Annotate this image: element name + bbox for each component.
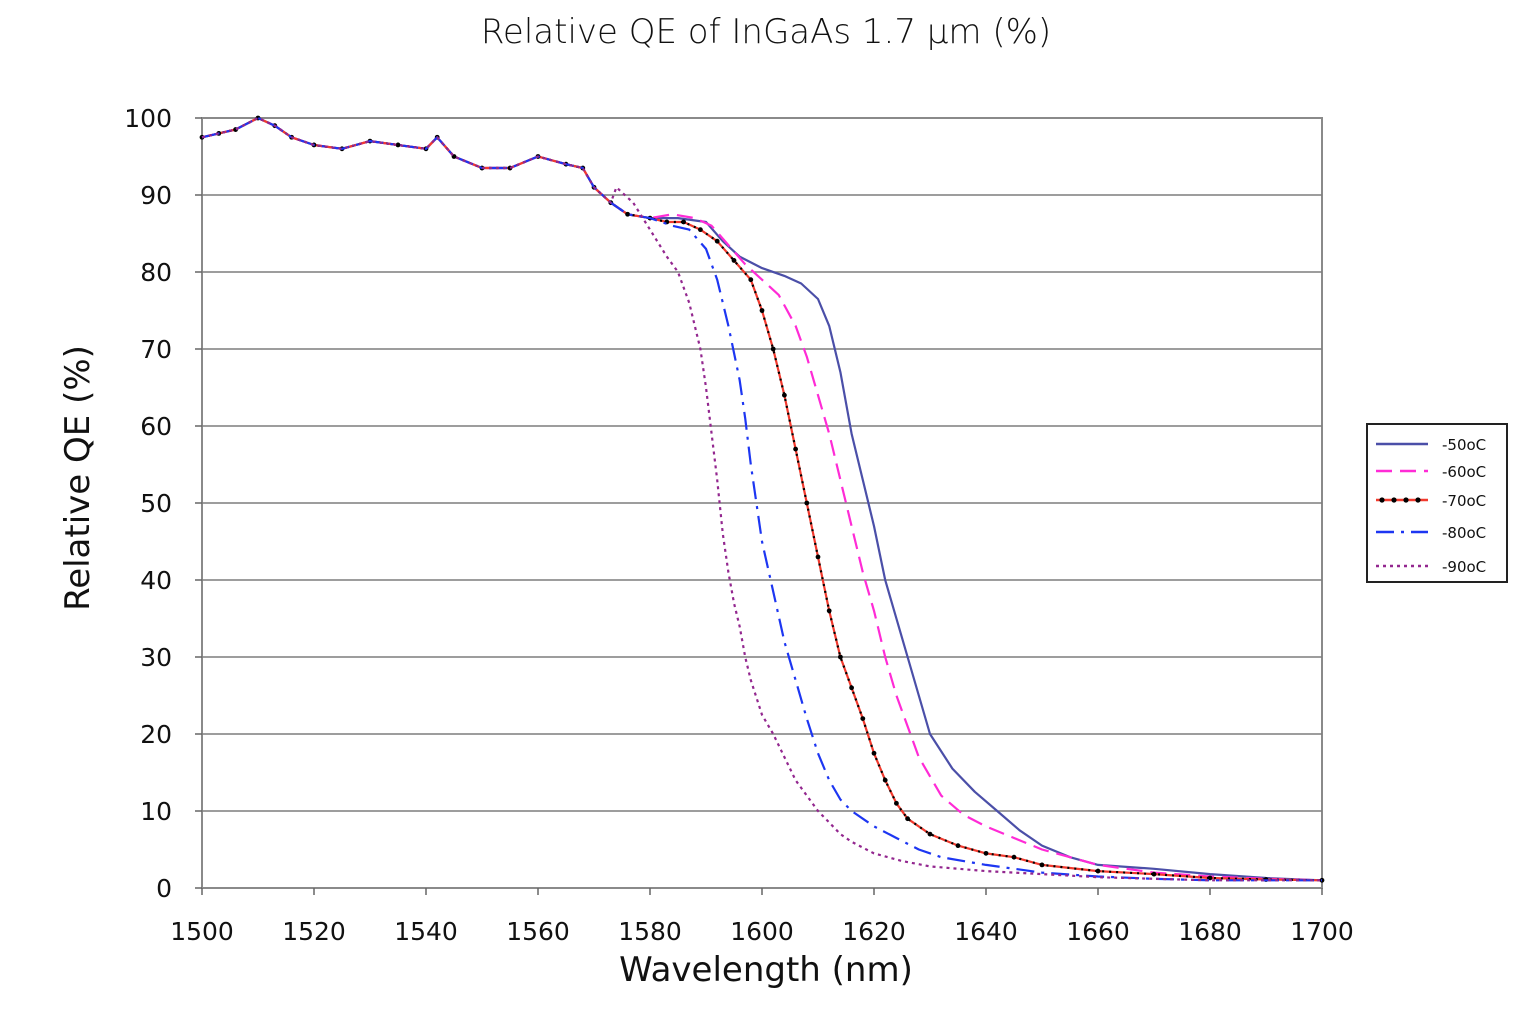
y-tick-label-100: 100	[124, 104, 172, 133]
x-tick-label-1500: 1500	[170, 917, 234, 946]
y-tick-label-40: 40	[140, 566, 172, 595]
chart-title: Relative QE of InGaAs 1.7 µm (%)	[480, 12, 1052, 52]
series-line-80oc	[201, 116, 1322, 882]
series-point-70oc	[1011, 854, 1017, 860]
y-tick-label-80: 80	[140, 258, 172, 287]
series-point-70oc	[815, 554, 821, 560]
series-point-70oc	[395, 142, 401, 148]
series-point-70oc	[1151, 871, 1157, 877]
series-point-70oc	[782, 392, 787, 398]
x-tick-label-1520: 1520	[282, 917, 346, 946]
legend-swatch-60oc	[1376, 469, 1428, 473]
legend-label-60oc: -60oC	[1442, 463, 1487, 481]
legend: -50oC -60oC -70oC -80oC -90oC	[1366, 423, 1508, 583]
legend-item-80oc: -80oC	[1368, 521, 1508, 543]
series-point-70oc	[625, 211, 630, 217]
series-point-70oc	[882, 777, 888, 783]
series-point-70oc	[927, 831, 933, 837]
x-tick-label-1600: 1600	[730, 917, 794, 946]
x-tick-label-1700: 1700	[1290, 917, 1354, 946]
series-point-70oc	[759, 308, 765, 313]
series-line-60oc	[201, 116, 1323, 882]
series-point-70oc	[714, 238, 720, 244]
legend-label-50oc: -50oC	[1442, 436, 1487, 454]
y-tick-label-50: 50	[140, 489, 172, 518]
x-tick-label-1640: 1640	[954, 917, 1018, 946]
legend-swatch-90oc	[1376, 564, 1428, 568]
legend-item-60oc: -60oC	[1368, 460, 1508, 482]
series-point-70oc	[838, 654, 843, 660]
x-tick-label-1680: 1680	[1178, 917, 1242, 946]
legend-label-80oc: -80oC	[1442, 524, 1487, 542]
legend-item-70oc: -70oC	[1368, 489, 1508, 511]
series-point-70oc	[770, 346, 776, 352]
y-tick-label-90: 90	[140, 181, 172, 210]
series-point-70oc	[871, 750, 877, 756]
y-tick-label-0: 0	[156, 874, 172, 903]
x-tick-label-1660: 1660	[1066, 917, 1130, 946]
y-tick-label-20: 20	[140, 720, 172, 749]
y-tick-label-30: 30	[140, 643, 172, 672]
series-point-70oc	[748, 277, 754, 283]
series-point-70oc	[1039, 862, 1045, 868]
series-line-70oc-overlay	[201, 116, 1323, 882]
series-point-70oc	[793, 446, 798, 452]
series-point-70oc	[894, 800, 899, 806]
legend-swatch-50oc	[1376, 442, 1428, 446]
x-tick-label-1580: 1580	[618, 917, 682, 946]
x-tick-label-1560: 1560	[506, 917, 570, 946]
series-line-70oc	[201, 116, 1323, 882]
y-tick-label-60: 60	[140, 412, 172, 441]
legend-label-70oc: -70oC	[1442, 492, 1487, 510]
series-point-70oc	[905, 816, 910, 822]
x-tick-label-1540: 1540	[394, 917, 458, 946]
y-tick-label-10: 10	[140, 797, 172, 826]
series-point-70oc	[955, 843, 961, 849]
legend-label-90oc: -90oC	[1442, 558, 1487, 576]
series-point-70oc	[1095, 868, 1101, 874]
series-line-50oc	[201, 116, 1323, 882]
x-tick-label-1620: 1620	[842, 917, 906, 946]
legend-item-90oc: -90oC	[1368, 555, 1508, 577]
series-point-70oc	[681, 219, 686, 225]
series-point-70oc	[804, 500, 810, 506]
series-point-70oc	[731, 258, 737, 263]
y-tick-label-70: 70	[140, 335, 172, 364]
legend-swatch-70oc	[1376, 497, 1428, 503]
series-point-70oc	[826, 608, 832, 614]
series-point-70oc	[698, 227, 703, 233]
x-axis-label: Wavelength (nm)	[619, 950, 913, 990]
series-point-70oc	[860, 716, 866, 721]
legend-item-50oc: -50oC	[1368, 433, 1508, 455]
series-point-70oc	[983, 850, 989, 856]
series-line-90oc	[201, 116, 1322, 882]
legend-swatch-80oc	[1376, 530, 1428, 534]
series-point-70oc	[849, 685, 854, 691]
